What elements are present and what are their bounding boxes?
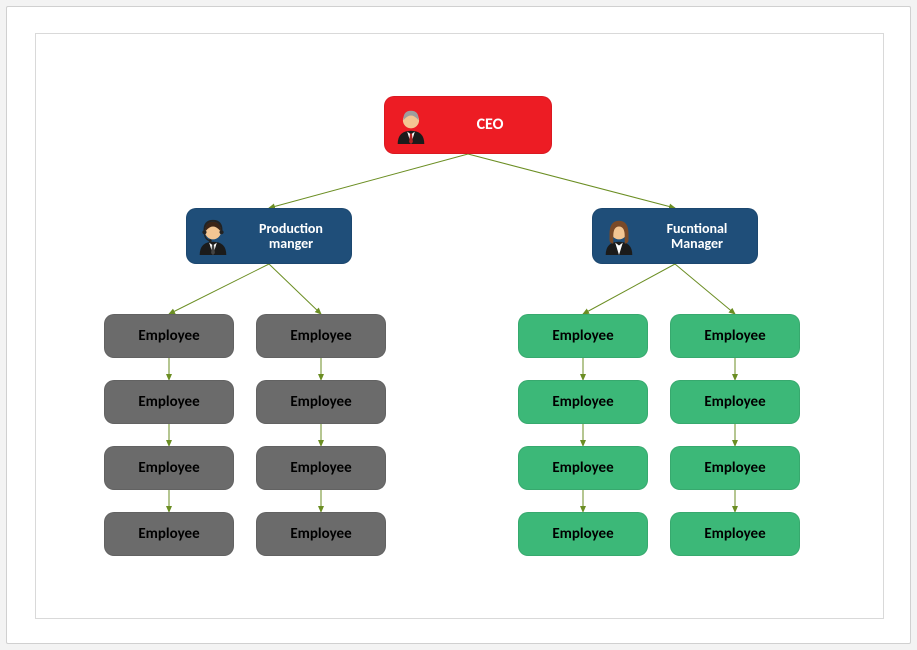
edge — [468, 154, 675, 208]
edge — [269, 264, 321, 314]
node-label: Employee — [138, 460, 199, 477]
node-label: Employee — [290, 394, 351, 411]
woman-avatar-icon — [600, 217, 638, 255]
node-label: Employee — [552, 328, 613, 345]
node-eL2_4: Employee — [256, 512, 386, 556]
node-eR2_3: Employee — [670, 446, 800, 490]
node-func_mgr: FucntionalManager — [592, 208, 758, 264]
node-eL2_1: Employee — [256, 314, 386, 358]
node-eL2_2: Employee — [256, 380, 386, 424]
node-label: Employee — [138, 394, 199, 411]
edge — [583, 264, 675, 314]
node-label: Employee — [704, 328, 765, 345]
node-label: FucntionalManager — [642, 221, 758, 252]
edge — [675, 264, 735, 314]
node-label: Employee — [552, 526, 613, 543]
node-eL1_3: Employee — [104, 446, 234, 490]
node-label: Employee — [290, 328, 351, 345]
node-label: Employee — [704, 526, 765, 543]
node-eL1_2: Employee — [104, 380, 234, 424]
node-ceo: CEO — [384, 96, 552, 154]
node-eR2_4: Employee — [670, 512, 800, 556]
node-label: Employee — [704, 394, 765, 411]
node-eR2_1: Employee — [670, 314, 800, 358]
node-label: Employee — [138, 526, 199, 543]
node-eR1_1: Employee — [518, 314, 648, 358]
node-eR1_2: Employee — [518, 380, 648, 424]
ceo-avatar-icon — [392, 106, 430, 144]
node-label: Employee — [552, 394, 613, 411]
node-label: Employee — [138, 328, 199, 345]
node-label: Employee — [704, 460, 765, 477]
outer-frame: CEO Productionmanger FucntionalManager Em… — [6, 6, 911, 644]
node-prod_mgr: Productionmanger — [186, 208, 352, 264]
node-label: Employee — [290, 460, 351, 477]
node-label: Employee — [552, 460, 613, 477]
node-eL1_1: Employee — [104, 314, 234, 358]
edge — [169, 264, 269, 314]
node-eR1_4: Employee — [518, 512, 648, 556]
node-eR1_3: Employee — [518, 446, 648, 490]
man-avatar-icon — [194, 217, 232, 255]
node-label: CEO — [434, 116, 552, 134]
node-label: Employee — [290, 526, 351, 543]
node-eL1_4: Employee — [104, 512, 234, 556]
node-eR2_2: Employee — [670, 380, 800, 424]
edge — [269, 154, 468, 208]
diagram-canvas: CEO Productionmanger FucntionalManager Em… — [35, 33, 884, 619]
node-label: Productionmanger — [236, 221, 352, 252]
node-eL2_3: Employee — [256, 446, 386, 490]
